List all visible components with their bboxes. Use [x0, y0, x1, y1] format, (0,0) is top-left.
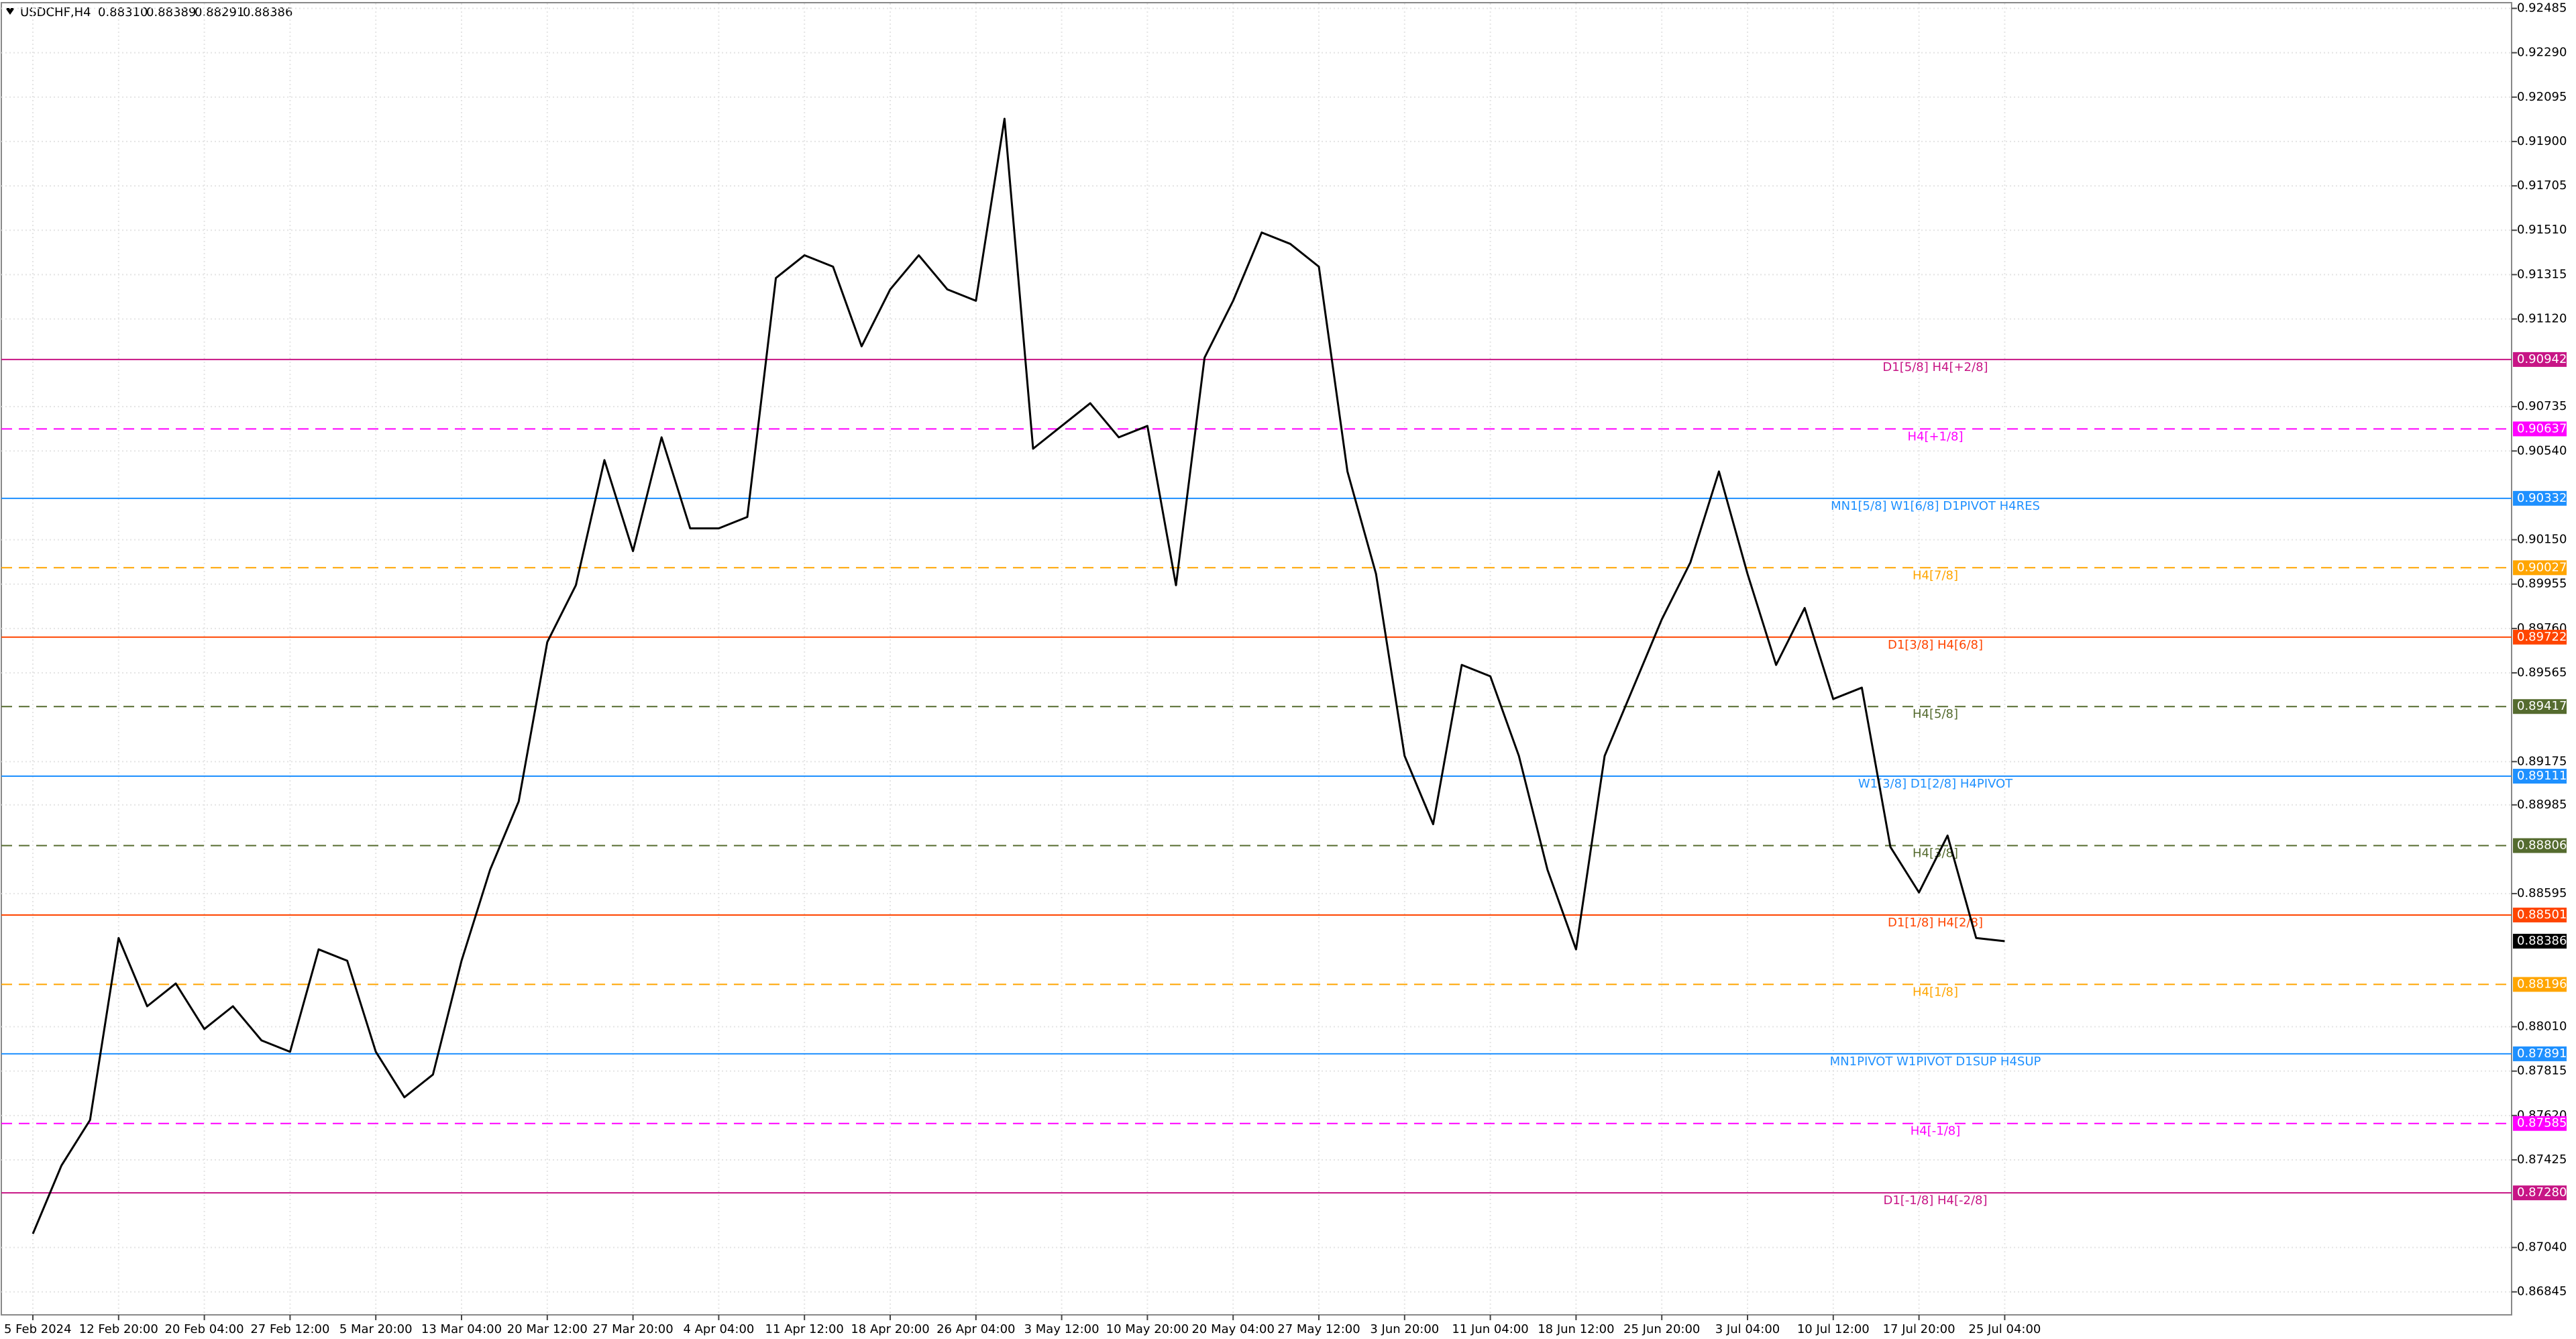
level-label: W1[3/8] D1[2/8] H4PIVOT: [1858, 777, 2013, 791]
x-tick-label: 17 Jul 20:00: [1883, 1322, 1955, 1336]
level-price-box: [2513, 352, 2567, 367]
y-tick-label: 0.88985: [2517, 798, 2567, 812]
x-tick-label: 26 Apr 04:00: [936, 1322, 1015, 1336]
level-price-box: [2513, 1046, 2567, 1061]
level-price-box: [2513, 560, 2567, 576]
x-tick-label: 11 Jun 04:00: [1452, 1322, 1528, 1336]
level-price-label: 0.88196: [2517, 977, 2567, 991]
level-price-label: 0.90332: [2517, 491, 2567, 505]
level-price-label: 0.90637: [2517, 421, 2567, 435]
x-tick-label: 3 Jun 20:00: [1370, 1322, 1439, 1336]
y-tick-label: 0.92290: [2517, 46, 2567, 60]
ohlc-low: 0.88291: [195, 5, 244, 19]
level-price-label: 0.89417: [2517, 699, 2567, 713]
level-price-box: [2513, 421, 2567, 437]
x-tick-label: 20 May 04:00: [1191, 1322, 1274, 1336]
x-tick-label: 3 May 12:00: [1024, 1322, 1099, 1336]
level-label: H4[+1/8]: [1907, 429, 1963, 443]
current-price-label: 0.88386: [2517, 934, 2567, 948]
ohlc-high: 0.88389: [146, 5, 196, 19]
level-label: H4[-1/8]: [1911, 1124, 1961, 1138]
y-tick-label: 0.89565: [2517, 665, 2567, 680]
y-tick-label: 0.90540: [2517, 443, 2567, 458]
y-tick-label: 0.88595: [2517, 886, 2567, 900]
level-price-label: 0.88501: [2517, 908, 2567, 922]
y-tick-label: 0.86845: [2517, 1285, 2567, 1299]
level-price-box: [2513, 1116, 2567, 1131]
x-tick-label: 27 May 12:00: [1277, 1322, 1360, 1336]
x-tick-label: 13 Mar 04:00: [421, 1322, 502, 1336]
x-tick-label: 5 Mar 20:00: [339, 1322, 413, 1336]
y-tick-label: 0.91315: [2517, 267, 2567, 281]
y-tick-label: 0.92485: [2517, 1, 2567, 15]
x-tick-label: 25 Jul 04:00: [1968, 1322, 2041, 1336]
ohlc-close: 0.88386: [243, 5, 292, 19]
y-tick-label: 0.91510: [2517, 223, 2567, 237]
x-tick-label: 10 May 20:00: [1106, 1322, 1189, 1336]
level-label: H4[3/8]: [1913, 847, 1958, 861]
ohlc-open: 0.88310: [98, 5, 148, 19]
level-price-label: 0.90942: [2517, 352, 2567, 366]
current-price-box: [2513, 933, 2567, 949]
x-tick-label: 20 Mar 12:00: [507, 1322, 588, 1336]
level-price-box: [2513, 907, 2567, 922]
menu-triangle: [5, 8, 15, 15]
y-tick-label: 0.91120: [2517, 312, 2567, 326]
x-tick-label: 20 Feb 04:00: [165, 1322, 244, 1336]
x-tick-label: 27 Feb 12:00: [250, 1322, 329, 1336]
level-price-box: [2513, 769, 2567, 784]
level-price-box: [2513, 977, 2567, 992]
x-tick-label: 25 Jun 20:00: [1623, 1322, 1700, 1336]
x-tick-label: 18 Jun 12:00: [1538, 1322, 1614, 1336]
level-price-label: 0.89111: [2517, 769, 2567, 783]
x-tick-label: 3 Jul 04:00: [1715, 1322, 1780, 1336]
y-tick-label: 0.89955: [2517, 577, 2567, 591]
x-tick-label: 5 Feb 2024: [4, 1322, 72, 1336]
x-tick-label: 27 Mar 20:00: [593, 1322, 674, 1336]
x-tick-label: 10 Jul 12:00: [1797, 1322, 1870, 1336]
level-price-label: 0.90027: [2517, 560, 2567, 574]
y-tick-label: 0.87425: [2517, 1153, 2567, 1167]
level-label: MN1PIVOT W1PIVOT D1SUP H4SUP: [1830, 1055, 2041, 1069]
y-tick-label: 0.90150: [2517, 533, 2567, 547]
y-tick-label: 0.91705: [2517, 178, 2567, 193]
level-label: D1[-1/8] H4[-2/8]: [1883, 1193, 1987, 1208]
x-tick-label: 12 Feb 20:00: [79, 1322, 158, 1336]
x-tick-label: 4 Apr 04:00: [683, 1322, 754, 1336]
y-tick-label: 0.89175: [2517, 754, 2567, 768]
level-label: H4[7/8]: [1913, 568, 1958, 582]
x-tick-label: 18 Apr 20:00: [851, 1322, 929, 1336]
y-tick-label: 0.90735: [2517, 399, 2567, 413]
level-price-label: 0.87585: [2517, 1116, 2567, 1130]
y-tick-label: 0.87815: [2517, 1064, 2567, 1078]
plot-frame: [1, 2, 2512, 1316]
y-tick-label: 0.91900: [2517, 134, 2567, 148]
level-price-box: [2513, 490, 2567, 506]
y-tick-label: 0.87040: [2517, 1240, 2567, 1254]
level-price-label: 0.87891: [2517, 1047, 2567, 1061]
level-price-label: 0.88806: [2517, 839, 2567, 853]
chart-title: USDCHF,H4: [20, 5, 91, 19]
level-price-label: 0.87280: [2517, 1185, 2567, 1199]
level-label: H4[1/8]: [1913, 985, 1958, 999]
y-tick-label: 0.88010: [2517, 1020, 2567, 1034]
level-price-box: [2513, 629, 2567, 645]
level-label: D1[1/8] H4[2/8]: [1888, 916, 1983, 930]
x-tick-label: 11 Apr 12:00: [765, 1322, 844, 1336]
level-price-label: 0.89722: [2517, 630, 2567, 644]
level-label: D1[3/8] H4[6/8]: [1888, 638, 1983, 652]
level-label: MN1[5/8] W1[6/8] D1PIVOT H4RES: [1831, 499, 2040, 513]
level-price-box: [2513, 838, 2567, 853]
y-tick-label: 0.92095: [2517, 90, 2567, 104]
level-price-box: [2513, 1185, 2567, 1201]
level-price-box: [2513, 699, 2567, 714]
level-label: H4[5/8]: [1913, 707, 1958, 721]
price-line: [32, 117, 2005, 1234]
level-label: D1[5/8] H4[+2/8]: [1882, 360, 1988, 374]
